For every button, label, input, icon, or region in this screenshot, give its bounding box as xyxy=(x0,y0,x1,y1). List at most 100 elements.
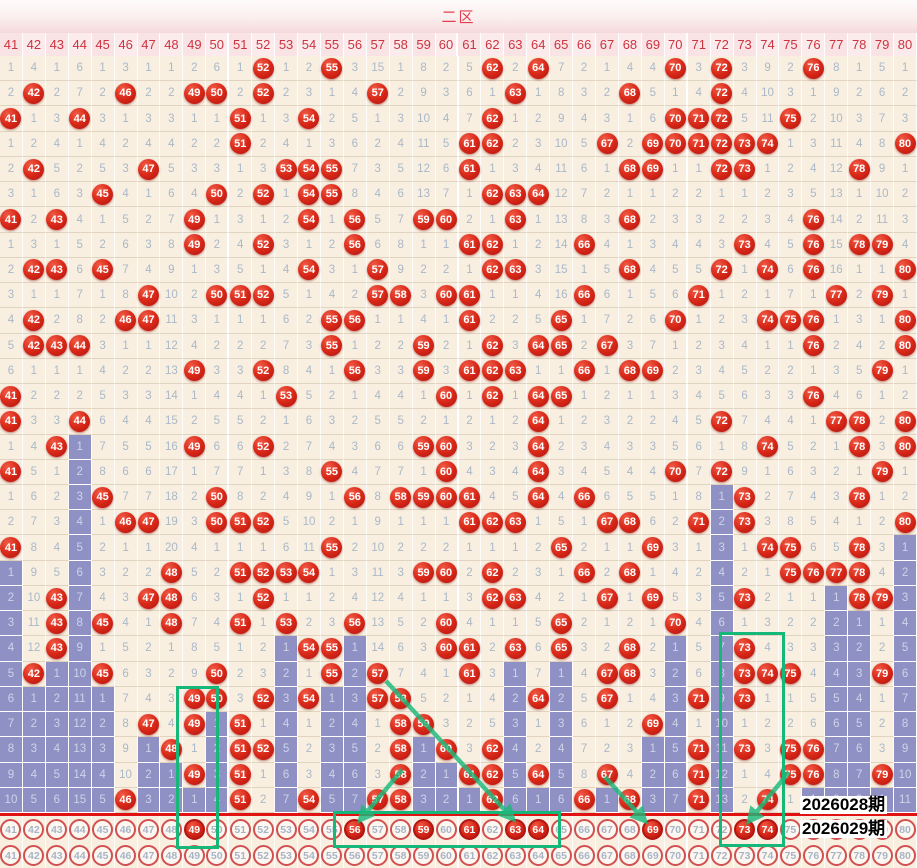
grid-cell: 2 xyxy=(389,333,413,359)
grid-cell: 42 xyxy=(22,257,46,284)
footer-number-circle: 51 xyxy=(229,845,251,866)
footer-number-drawn: 56 xyxy=(344,819,366,840)
miss-streak-cell: 1 xyxy=(45,661,69,687)
grid-cell: 5 xyxy=(825,535,849,561)
grid-cell: 8 xyxy=(412,56,436,82)
grid-cell: 3 xyxy=(366,762,390,788)
drawn-number-ball: 69 xyxy=(642,587,664,609)
miss-streak-cell: 10 xyxy=(894,762,917,788)
grid-cell: 55 xyxy=(320,156,344,183)
grid-cell: 3 xyxy=(871,737,895,763)
grid-cell: 1 xyxy=(0,131,23,157)
grid-cell: 5 xyxy=(389,611,413,637)
footer-cell: 58 xyxy=(390,816,413,843)
drawn-number-ball: 80 xyxy=(894,309,916,331)
grid-cell: 2 xyxy=(687,333,711,359)
grid-cell: 61 xyxy=(458,308,482,334)
grid-cell: 1 xyxy=(641,611,665,637)
footer-cell: 46 xyxy=(115,843,138,868)
grid-cell: 1 xyxy=(894,56,917,82)
grid-cell: 57 xyxy=(366,787,390,813)
grid-cell: 13 xyxy=(825,182,849,208)
grid-cell: 6 xyxy=(68,257,92,284)
miss-streak-cell: 4 xyxy=(320,762,344,788)
grid-cell: 52 xyxy=(252,182,276,208)
grid-cell: 1 xyxy=(573,585,597,612)
grid-cell: 78 xyxy=(848,409,872,435)
drawn-number-ball: 73 xyxy=(734,158,756,180)
drawn-number-ball: 62 xyxy=(481,738,503,760)
drawn-number-ball: 41 xyxy=(0,461,22,483)
column-header-cell: 70 xyxy=(664,33,688,56)
grid-cell: 2 xyxy=(252,131,276,157)
drawn-number-ball: 52 xyxy=(252,688,274,710)
footer-cell: 73 xyxy=(734,843,757,868)
grid-cell: 69 xyxy=(641,712,665,738)
grid-cell: 57 xyxy=(366,81,390,107)
footer-number-drawn: 63 xyxy=(504,819,526,840)
drawn-number-ball: 60 xyxy=(435,738,457,760)
drawn-number-ball: 70 xyxy=(664,612,686,634)
drawn-number-ball: 51 xyxy=(229,511,251,533)
drawn-number-ball: 45 xyxy=(92,259,114,281)
drawn-number-ball: 58 xyxy=(390,713,412,735)
grid-cell: 8 xyxy=(183,636,207,662)
grid-cell: 2 xyxy=(114,560,138,586)
grid-cell: 5 xyxy=(802,686,826,713)
grid-cell: 55 xyxy=(320,661,344,687)
grid-cell: 4 xyxy=(91,131,115,157)
grid-cell: 12 xyxy=(825,156,849,183)
grid-cell: 5 xyxy=(687,409,711,435)
miss-streak-cell: 7 xyxy=(275,787,299,813)
grid-cell: 4 xyxy=(733,81,757,107)
grid-cell: 4 xyxy=(871,560,895,586)
grid-cell: 8 xyxy=(733,434,757,460)
grid-cell: 50 xyxy=(206,283,230,309)
footer-cell: 51 xyxy=(229,843,253,868)
grid-cell: 5 xyxy=(641,484,665,511)
footer-cell: 52 xyxy=(252,843,276,868)
miss-streak-cell: 1 xyxy=(206,712,230,738)
grid-cell: 1 xyxy=(320,560,344,586)
grid-cell: 4 xyxy=(114,611,138,637)
grid-cell: 1 xyxy=(733,535,757,561)
drawn-number-ball: 55 xyxy=(321,537,343,559)
footer-number-circle: 55 xyxy=(321,819,343,840)
drawn-number-ball: 47 xyxy=(137,587,159,609)
miss-streak-cell: 6 xyxy=(68,560,92,586)
grid-cell: 4 xyxy=(664,560,688,586)
column-header-cell: 46 xyxy=(114,33,138,56)
drawn-number-ball: 77 xyxy=(825,410,847,432)
drawn-number-ball: 55 xyxy=(321,183,343,205)
grid-cell: 8 xyxy=(550,81,574,107)
grid-cell: 1 xyxy=(458,182,482,208)
grid-cell: 7 xyxy=(343,156,367,183)
grid-cell: 6 xyxy=(114,232,138,258)
grid-cell: 47 xyxy=(137,283,161,309)
grid-cell: 5 xyxy=(779,232,803,258)
miss-streak-cell: 2 xyxy=(275,661,299,687)
miss-streak-cell: 6 xyxy=(343,762,367,788)
grid-cell: 1 xyxy=(527,712,551,738)
grid-cell: 51 xyxy=(229,283,253,309)
grid-cell: 1 xyxy=(733,182,757,208)
miss-streak-cell: 1 xyxy=(68,434,92,460)
grid-cell: 1 xyxy=(252,384,276,410)
grid-cell: 1 xyxy=(504,283,528,309)
footer-number-circle: 59 xyxy=(413,845,435,866)
grid-cell: 1 xyxy=(206,207,230,233)
grid-cell: 3 xyxy=(114,56,138,82)
miss-streak-cell: 3 xyxy=(504,712,528,738)
footer-number-circle: 47 xyxy=(137,845,159,866)
drawn-number-ball: 57 xyxy=(367,284,389,306)
grid-cell: 64 xyxy=(527,182,551,208)
grid-cell: 42 xyxy=(22,661,46,687)
drawn-number-ball: 58 xyxy=(390,486,412,508)
grid-cell: 62 xyxy=(481,358,505,385)
grid-cell: 2 xyxy=(871,636,895,662)
grid-cell: 51 xyxy=(229,611,253,637)
title-band: 二区 xyxy=(0,0,917,33)
footer-number-circle: 77 xyxy=(825,845,847,866)
grid-cell: 1 xyxy=(481,156,505,183)
drawn-number-ball: 67 xyxy=(596,133,618,155)
